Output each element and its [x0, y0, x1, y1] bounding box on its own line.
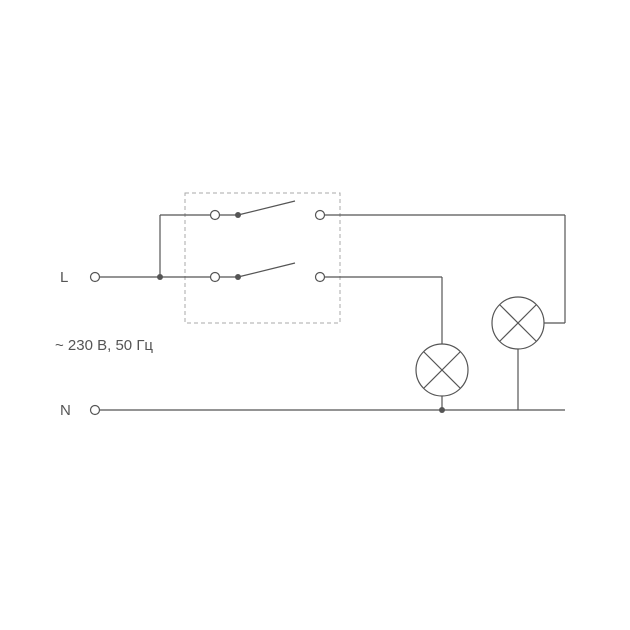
- label-n: N: [60, 402, 71, 419]
- lamp-2: [492, 297, 544, 349]
- lamp-1: [416, 344, 468, 396]
- label-l: L: [60, 269, 68, 286]
- label-supply: ~ 230 В, 50 Гц: [55, 337, 153, 354]
- circuit-diagram: L N ~ 230 В, 50 Гц: [0, 0, 630, 630]
